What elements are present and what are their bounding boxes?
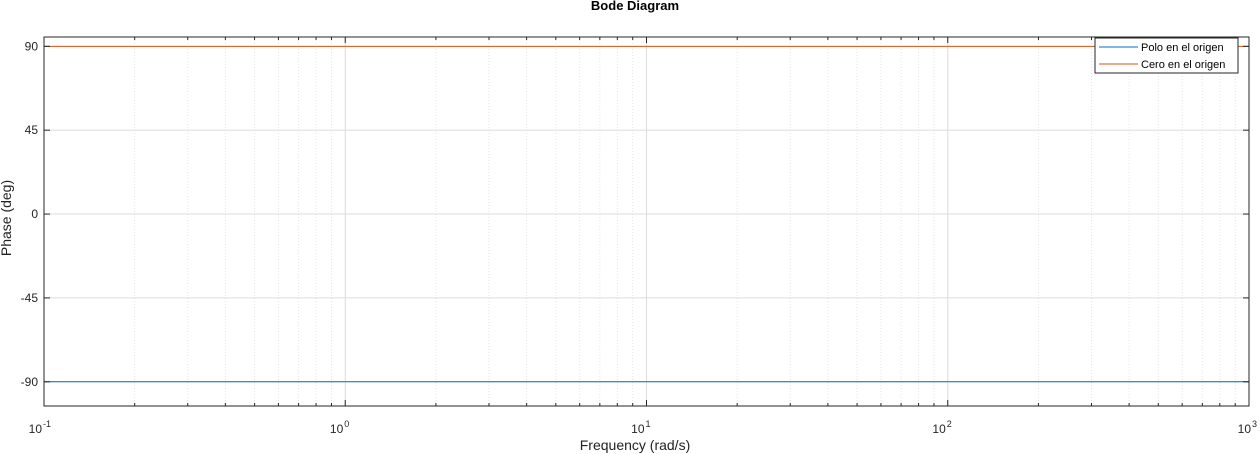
legend-label-cero: Cero en el origen [1141, 59, 1225, 71]
x-tick-exponent: 1 [646, 419, 651, 429]
x-tick-label: 10 0 [330, 419, 349, 436]
x-tick-label: 10 -1 [29, 419, 51, 436]
tick-marks [43, 37, 1250, 406]
x-tick-label: 10 1 [631, 419, 650, 436]
x-tick-exponent: 2 [947, 419, 952, 429]
x-tick-label: 10 3 [1238, 419, 1257, 436]
x-tick-exponent: 3 [1252, 419, 1257, 429]
y-tick-label: 0 [31, 207, 38, 221]
y-tick-label: -45 [21, 291, 39, 305]
y-tick-label: 45 [25, 123, 39, 137]
y-tick-labels: 90 45 0 -45 -90 [21, 39, 39, 388]
series-lines [44, 45, 1249, 383]
x-tick-label: 10 2 [932, 419, 951, 436]
chart-title: Bode Diagram [591, 0, 679, 13]
x-tick-labels: 10 -1 10 0 10 1 10 2 10 3 [29, 419, 1257, 436]
y-axis-label: Phase (deg) [0, 180, 14, 256]
x-tick-base: 10 [1238, 422, 1252, 436]
x-tick-base: 10 [932, 422, 946, 436]
x-axis-label: Frequency (rad/s) [580, 437, 690, 453]
x-tick-base: 10 [631, 422, 645, 436]
x-tick-base: 10 [29, 422, 43, 436]
y-tick-label: -90 [21, 375, 39, 389]
x-tick-exponent: 0 [344, 419, 349, 429]
legend-box [1094, 37, 1239, 74]
y-tick-label: 90 [25, 39, 39, 53]
x-tick-exponent: -1 [43, 419, 51, 429]
legend: Polo en el origen Cero en el origen [1094, 37, 1239, 74]
legend-label-polo: Polo en el origen [1141, 42, 1224, 54]
x-tick-base: 10 [330, 422, 344, 436]
